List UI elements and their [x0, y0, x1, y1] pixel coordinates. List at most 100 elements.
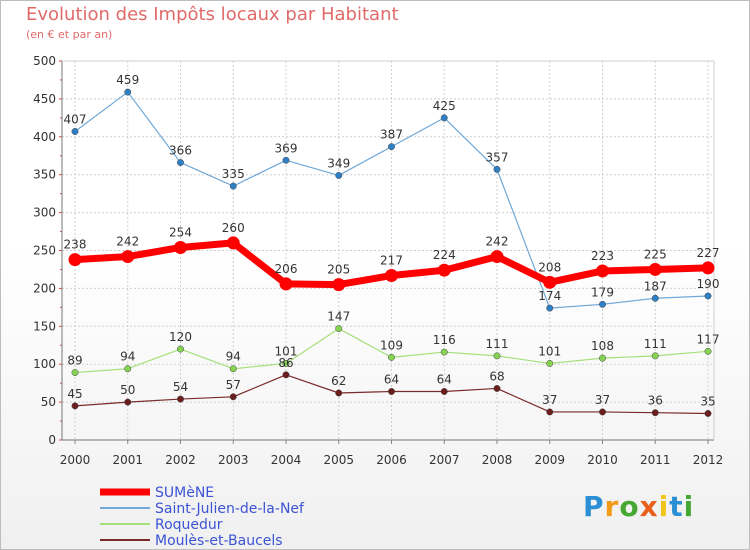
x-tick-label: 2006 — [376, 453, 407, 467]
data-point — [493, 385, 501, 392]
data-label: 349 — [327, 156, 350, 170]
data-label: 225 — [644, 247, 667, 261]
x-tick-label: 2011 — [640, 453, 671, 467]
data-point — [493, 352, 501, 360]
data-point — [704, 292, 712, 300]
data-point — [440, 388, 448, 395]
data-label: 425 — [433, 99, 456, 113]
data-point — [440, 348, 448, 356]
x-tick-label: 2007 — [429, 453, 460, 467]
legend-label: SUMèNE — [155, 485, 214, 501]
data-point — [71, 369, 79, 376]
brand-letter: o — [619, 490, 640, 523]
data-label: 108 — [591, 339, 614, 353]
chart-title: Evolution des Impôts locaux par Habitant — [26, 4, 399, 25]
data-point — [121, 250, 135, 264]
brand-letter: i — [683, 490, 695, 523]
data-label: 224 — [433, 248, 456, 262]
data-label: 254 — [169, 225, 192, 239]
data-point — [279, 277, 293, 291]
data-label: 68 — [489, 369, 504, 383]
data-point — [332, 278, 346, 292]
legend-item: Roquedur — [100, 517, 223, 533]
data-point — [335, 389, 343, 397]
y-tick-label: 400 — [33, 130, 56, 144]
brand-letter: t — [669, 490, 684, 523]
legend-label: Roquedur — [155, 517, 223, 533]
data-label: 459 — [116, 73, 139, 87]
data-label: 37 — [595, 393, 610, 407]
data-label: 94 — [226, 350, 241, 364]
data-label: 260 — [222, 221, 245, 235]
data-label: 206 — [275, 262, 298, 276]
data-point — [546, 359, 554, 367]
data-label: 187 — [644, 279, 667, 293]
data-point — [71, 402, 79, 410]
x-tick-label: 2005 — [323, 453, 354, 467]
legend-item: SUMèNE — [100, 485, 214, 501]
data-point — [437, 263, 451, 277]
x-tick-label: 2002 — [165, 453, 196, 467]
data-label: 45 — [67, 387, 82, 401]
series-sume-ne — [68, 236, 715, 292]
data-label: 64 — [384, 372, 399, 386]
data-label: 238 — [64, 238, 87, 252]
data-point — [546, 304, 554, 312]
x-tick-label: 2001 — [112, 453, 143, 467]
brand-letter: r — [604, 490, 620, 523]
brand-letter: x — [639, 490, 659, 523]
data-point — [440, 114, 448, 122]
data-point — [596, 264, 609, 278]
data-label: 89 — [67, 354, 82, 368]
data-point — [385, 269, 398, 283]
data-label: 369 — [275, 141, 298, 155]
data-point — [648, 262, 662, 276]
data-point — [651, 294, 659, 302]
data-label: 57 — [226, 378, 241, 392]
y-tick-label: 500 — [33, 54, 56, 68]
x-tick-label: 2003 — [218, 453, 249, 467]
y-tick-label: 0 — [48, 433, 56, 447]
data-point — [651, 352, 659, 360]
data-point — [177, 395, 184, 403]
data-label: 242 — [486, 235, 509, 249]
x-tick-label: 2004 — [271, 453, 302, 467]
y-tick-label: 200 — [33, 281, 56, 295]
x-tick-label: 2008 — [482, 453, 513, 467]
data-point — [701, 261, 715, 275]
data-point — [124, 398, 132, 406]
data-label: 357 — [486, 150, 509, 164]
data-label: 62 — [331, 374, 346, 388]
data-label: 37 — [542, 393, 557, 407]
legend-item: Saint-Julien-de-la-Nef — [100, 501, 305, 517]
data-label: 116 — [433, 333, 456, 347]
series-roquedur — [71, 325, 712, 376]
legend-item: Moulès-et-Baucels — [100, 533, 283, 549]
data-labels: 407 459 366 335 369 349 387 425 357 174 179 187 190 8… — [64, 73, 720, 408]
y-tick-label: 250 — [33, 244, 56, 258]
data-point — [335, 325, 343, 333]
data-point — [226, 236, 240, 250]
data-point — [704, 347, 712, 355]
data-point — [282, 371, 290, 379]
data-point — [282, 156, 290, 164]
y-tick-label: 100 — [33, 357, 56, 371]
data-label: 54 — [173, 380, 188, 394]
data-label: 50 — [120, 383, 135, 397]
data-point — [543, 275, 557, 289]
data-point — [282, 359, 290, 367]
data-label: 387 — [380, 128, 403, 142]
data-point — [388, 388, 395, 395]
data-point — [177, 159, 184, 167]
y-tick-label: 450 — [33, 92, 56, 106]
data-point — [229, 393, 237, 401]
data-label: 179 — [591, 285, 614, 299]
data-point — [71, 128, 79, 135]
data-label: 335 — [222, 167, 245, 181]
x-tick-label: 2010 — [587, 453, 618, 467]
data-label: 36 — [648, 394, 663, 408]
x-tick-label: 2009 — [534, 453, 565, 467]
brand-letter: P — [583, 490, 605, 523]
y-tick-label: 300 — [33, 206, 56, 220]
data-label: 111 — [644, 337, 667, 351]
